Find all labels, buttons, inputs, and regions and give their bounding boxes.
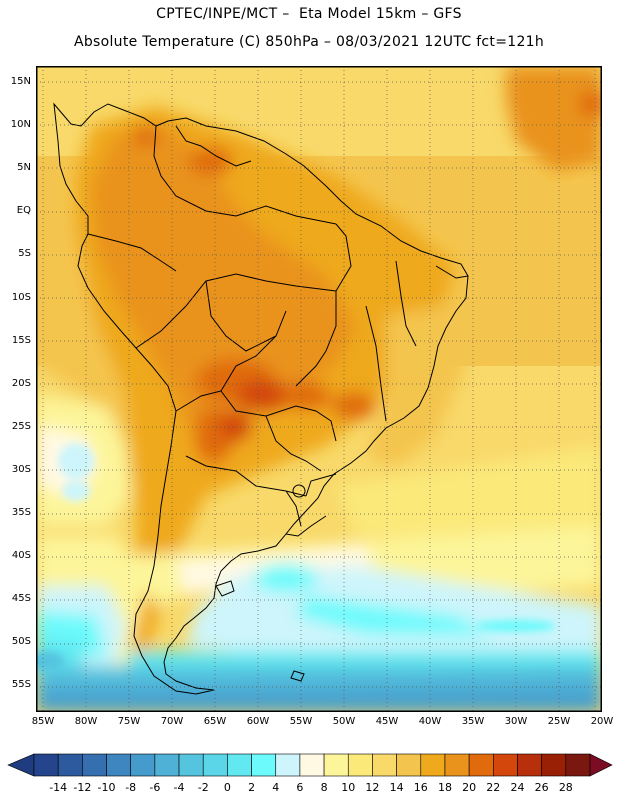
colorbar-tick-label: -8 xyxy=(125,781,136,794)
colorbar-swatch xyxy=(517,753,542,777)
colorbar-tick-label: 10 xyxy=(341,781,355,794)
coastlines-and-borders xyxy=(53,102,469,695)
colorbar-swatch xyxy=(154,753,180,777)
temperature-shading xyxy=(36,66,602,712)
colorbar-tick-label: 4 xyxy=(272,781,279,794)
lat-label: 15N xyxy=(10,76,31,87)
lon-label: 45W xyxy=(375,716,399,727)
colorbar-swatch xyxy=(57,753,83,777)
colorbar-swatch xyxy=(299,753,325,777)
colorbar-tick-label: -12 xyxy=(73,781,91,794)
map-title-line1: CPTEC/INPE/MCT – Eta Model 15km – GFS xyxy=(156,6,462,22)
lon-label: 20W xyxy=(590,716,614,727)
lat-label: 20S xyxy=(11,377,31,389)
lat-label: 35S xyxy=(11,507,31,518)
colorbar-swatch xyxy=(82,753,107,777)
lat-label: 55S xyxy=(11,679,31,691)
lat-label: 10N xyxy=(10,119,31,131)
colorbar-swatch xyxy=(493,753,518,777)
map-border xyxy=(36,66,602,712)
colorbar-tick-label: 16 xyxy=(414,781,428,794)
colorbar-tick-label: 22 xyxy=(486,781,500,794)
colorbar-swatch xyxy=(106,753,131,777)
colorbar-swatch xyxy=(565,753,591,777)
lon-label: 40W xyxy=(418,716,442,727)
colorbar-swatch xyxy=(468,753,494,777)
colorbar-tick-label: -4 xyxy=(174,781,185,794)
lon-label: 55W xyxy=(289,716,313,727)
lon-label: 65W xyxy=(203,716,227,727)
colorbar-over-arrow xyxy=(589,753,613,777)
lat-label: 25S xyxy=(11,420,31,432)
lon-label: 30W xyxy=(504,716,528,727)
colorbar-swatch xyxy=(347,753,373,777)
colorbar-swatch xyxy=(444,753,470,777)
colorbar-swatch xyxy=(202,753,228,777)
lat-label: 30S xyxy=(11,463,31,475)
colorbar-swatch xyxy=(178,753,204,777)
lat-label: 15S xyxy=(11,334,31,346)
colorbar-swatch xyxy=(227,753,252,777)
colorbar-tick-label: -10 xyxy=(98,781,116,794)
lon-label: 80W xyxy=(74,716,98,727)
colorbar-swatch xyxy=(323,753,349,777)
lon-label: 70W xyxy=(160,716,184,727)
colorbar-tick-label: -14 xyxy=(49,781,67,794)
colorbar-tick-label: -6 xyxy=(149,781,160,794)
colorbar-swatch xyxy=(420,753,446,777)
lat-label: 45S xyxy=(11,593,31,605)
lon-label: 50W xyxy=(332,716,356,727)
temperature-map xyxy=(36,66,602,712)
colorbar-swatch xyxy=(251,753,277,777)
colorbar-swatch xyxy=(33,753,59,777)
lon-label: 35W xyxy=(461,716,485,727)
temperature-field xyxy=(36,66,602,712)
colorbar-tick-label: 26 xyxy=(535,781,549,794)
colorbar-under-arrow xyxy=(7,753,35,777)
colorbar-legend: -14 -12 -10 -8 -6 -4 -2 0 2 4 6 8 10 12 14 16 18 20 22 24 26… xyxy=(7,753,613,794)
map-title-line2: Absolute Temperature (C) 850hPa – 08/03/… xyxy=(73,34,545,50)
colorbar-tick-label: 28 xyxy=(559,781,573,794)
colorbar-tick-label: 20 xyxy=(462,781,476,794)
lat-label: 10S xyxy=(11,291,31,303)
lon-label: 25W xyxy=(547,716,571,727)
lat-label: 5S xyxy=(18,248,31,260)
lat-label: 5N xyxy=(17,162,31,174)
lat-label: 50S xyxy=(11,636,31,648)
colorbar-swatch xyxy=(130,753,156,777)
colorbar-tick-label: 12 xyxy=(365,781,379,794)
lat-label: EQ xyxy=(16,205,31,217)
colorbar-tick-label: 0 xyxy=(224,781,231,794)
lon-label: 85W xyxy=(31,716,55,727)
colorbar-tick-label: 2 xyxy=(248,781,255,794)
lon-label: 60W xyxy=(246,716,270,727)
colorbar-swatch xyxy=(541,753,567,777)
lat-label: 40S xyxy=(11,550,31,562)
colorbar-swatch xyxy=(396,753,422,777)
colorbar-tick-label: 24 xyxy=(510,781,524,794)
colorbar-tick-label: 14 xyxy=(390,781,404,794)
colorbar-swatch xyxy=(372,753,397,777)
colorbar-tick-label: 8 xyxy=(321,781,328,794)
colorbar-tick-label: 6 xyxy=(296,781,303,794)
colorbar-tick-label: 18 xyxy=(438,781,452,794)
colorbar-swatch xyxy=(275,753,301,777)
colorbar-tick-label: -2 xyxy=(198,781,209,794)
lon-label: 75W xyxy=(117,716,141,727)
